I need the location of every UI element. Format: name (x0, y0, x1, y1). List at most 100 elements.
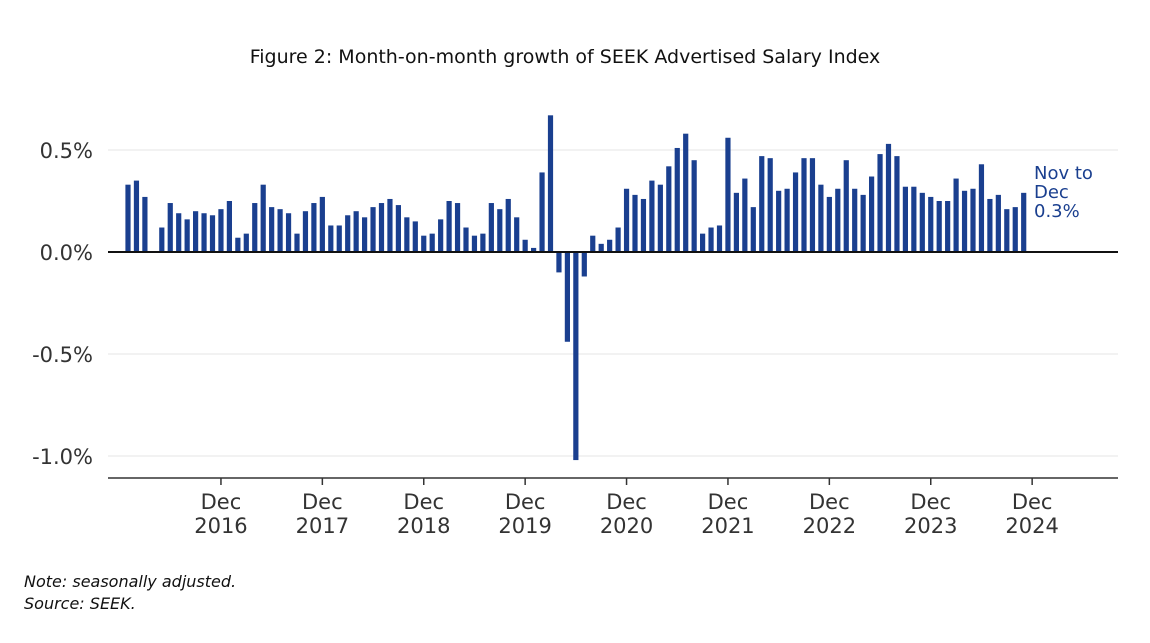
y-tick-label: 0.0% (40, 241, 93, 265)
bar (488, 203, 494, 252)
source-text: Source: SEEK. (24, 594, 136, 613)
bar (471, 235, 478, 252)
axes (108, 251, 1118, 485)
bar (429, 233, 435, 252)
bar (176, 213, 182, 252)
bar (919, 192, 925, 252)
bar (615, 227, 621, 252)
bar (607, 239, 613, 252)
bar (953, 178, 959, 252)
bar (336, 225, 342, 252)
x-tick-label-year: 2017 (296, 514, 349, 538)
bar (412, 221, 418, 252)
bar (742, 178, 748, 252)
bar (708, 227, 714, 252)
bar (657, 184, 663, 252)
bar (387, 198, 393, 252)
bar (683, 133, 689, 252)
x-tick-labels: Dec2016Dec2017Dec2018Dec2019Dec2020Dec20… (194, 490, 1059, 538)
bar (826, 196, 832, 252)
bar (285, 213, 292, 252)
bar (623, 188, 630, 252)
x-tick-label-month: Dec (910, 490, 951, 514)
x-tick-label-year: 2018 (397, 514, 450, 538)
bar (716, 225, 723, 252)
bar (1021, 192, 1027, 252)
bar (531, 247, 537, 252)
bar (792, 172, 799, 252)
bar (632, 194, 638, 252)
bar (590, 235, 596, 252)
bar (378, 203, 385, 252)
bar (142, 196, 148, 252)
bar (784, 188, 790, 252)
x-tick-label-year: 2019 (498, 514, 551, 538)
bar (860, 194, 866, 252)
bar (226, 201, 232, 252)
bar (260, 184, 266, 252)
bar (159, 227, 165, 252)
bar (649, 180, 655, 252)
annotation-line: 0.3% (1034, 201, 1080, 222)
y-tick-label: -1.0% (32, 445, 93, 469)
x-tick-label-year: 2020 (600, 514, 653, 538)
chart-title: Figure 2: Month-on-month growth of SEEK … (249, 46, 881, 68)
bar (497, 209, 503, 252)
bar (514, 217, 520, 252)
bar (818, 184, 824, 252)
bar (961, 190, 968, 252)
bar (666, 166, 672, 252)
bar (277, 209, 283, 252)
bar (480, 233, 486, 252)
bar (370, 207, 376, 252)
bar (539, 172, 545, 252)
bar (345, 215, 351, 252)
bar (556, 252, 562, 273)
x-tick-label-month: Dec (809, 490, 850, 514)
bar (319, 196, 325, 252)
bar (843, 160, 849, 252)
x-tick-label-month: Dec (708, 490, 749, 514)
bar (243, 233, 249, 252)
bar (353, 211, 359, 252)
bar (505, 198, 511, 252)
bar (302, 211, 309, 252)
note-text: Note: seasonally adjusted. (24, 572, 237, 591)
bar (700, 233, 706, 252)
bar (801, 158, 807, 252)
bar (987, 198, 993, 252)
bar (311, 203, 317, 252)
bar (877, 154, 883, 252)
annotation-line: Dec (1034, 182, 1069, 203)
bar (421, 235, 427, 252)
x-tick-label-month: Dec (1012, 490, 1053, 514)
bar (750, 207, 756, 252)
bar (133, 180, 140, 252)
bar (167, 203, 173, 252)
bar (328, 225, 334, 252)
bar (995, 194, 1001, 252)
bar (640, 198, 647, 252)
x-tick-label-month: Dec (505, 490, 546, 514)
bar (894, 156, 900, 252)
bar (885, 143, 892, 252)
x-tick-label-month: Dec (606, 490, 647, 514)
y-tick-label: -0.5% (32, 343, 93, 367)
bar (209, 215, 216, 252)
bar (404, 217, 410, 252)
bar (438, 219, 444, 252)
bar (936, 201, 942, 252)
bar (193, 211, 199, 252)
annotation-line: Nov to (1034, 163, 1093, 184)
bar (269, 207, 275, 252)
bar (978, 164, 985, 252)
bar (674, 147, 680, 252)
y-tick-label: 0.5% (40, 139, 93, 163)
bar (564, 252, 570, 342)
x-tick-label-month: Dec (302, 490, 343, 514)
bar (759, 156, 765, 252)
bar (733, 192, 739, 252)
bar (218, 209, 224, 252)
gridlines (108, 149, 1118, 457)
bar (725, 137, 731, 252)
